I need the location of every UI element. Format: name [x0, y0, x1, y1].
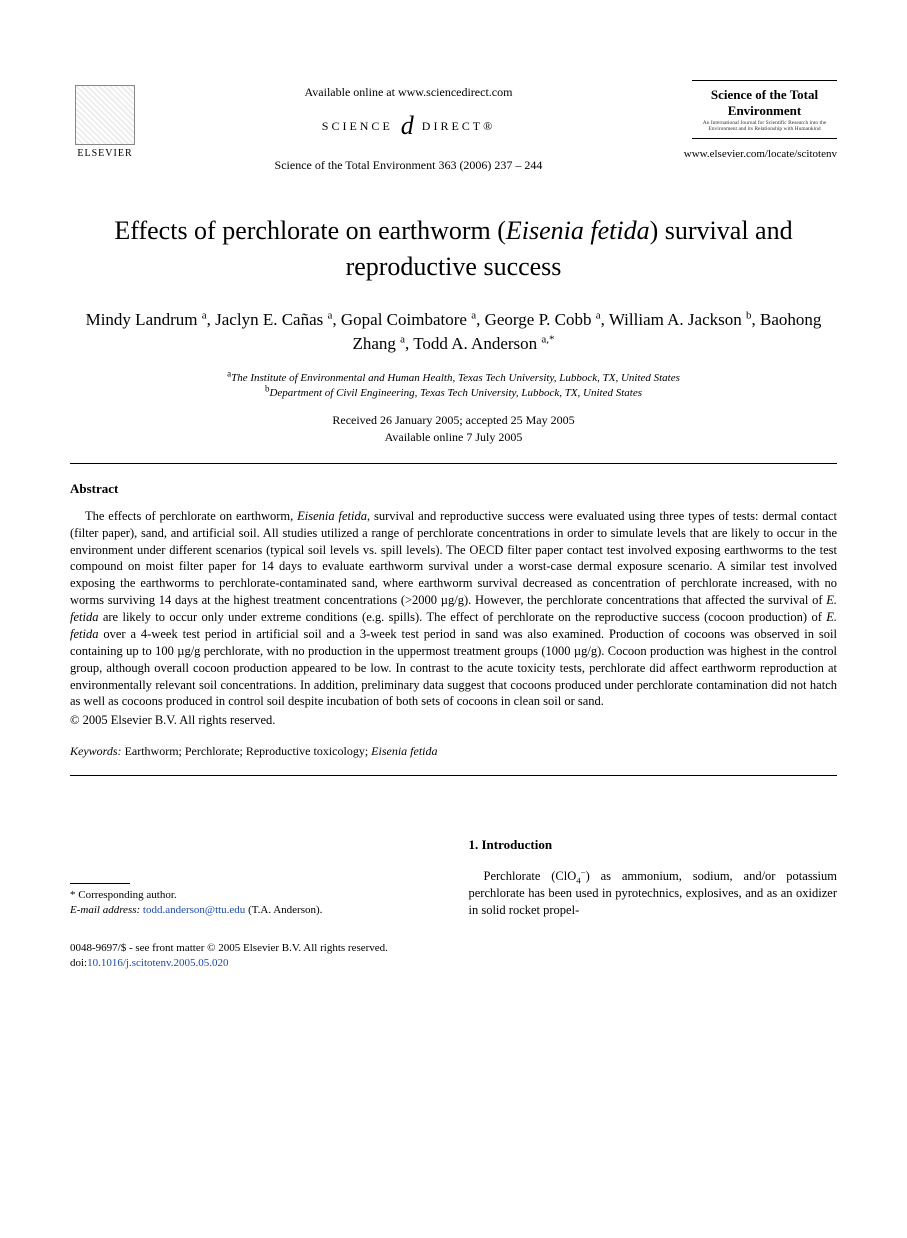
- email-link[interactable]: todd.anderson@ttu.edu: [143, 904, 245, 916]
- bottom-bar: 0048-9697/$ - see front matter © 2005 El…: [70, 941, 837, 972]
- email-label: E-mail address:: [70, 904, 140, 916]
- keywords-species: Eisenia fetida: [371, 744, 437, 758]
- elsevier-tree-icon: [75, 85, 135, 145]
- available-online-date: Available online 7 July 2005: [70, 429, 837, 446]
- keywords: Keywords: Earthworm; Perchlorate; Reprod…: [70, 743, 837, 759]
- sd-word-left: SCIENCE: [322, 118, 393, 134]
- corresponding-author-line: * Corresponding author.: [70, 888, 439, 903]
- elsevier-logo: ELSEVIER: [70, 80, 140, 160]
- journal-url[interactable]: www.elsevier.com/locate/scitotenv: [684, 147, 837, 162]
- journal-right-column: Science of the Total Environment An Inte…: [677, 80, 837, 162]
- citation-line: Science of the Total Environment 363 (20…: [140, 157, 677, 173]
- rule-below-keywords: [70, 775, 837, 776]
- left-column: * Corresponding author. E-mail address: …: [70, 836, 439, 918]
- journal-box-subtitle: An International Journal for Scientific …: [696, 120, 833, 132]
- keywords-list: Earthworm; Perchlorate; Reproductive tox…: [125, 744, 369, 758]
- affiliation-b: bDepartment of Civil Engineering, Texas …: [70, 386, 837, 401]
- keywords-label: Keywords:: [70, 744, 122, 758]
- abstract-body: The effects of perchlorate on earthworm,…: [70, 508, 837, 711]
- authors: Mindy Landrum a, Jaclyn E. Cañas a, Gopa…: [70, 308, 837, 357]
- sd-word-right: DIRECT®: [422, 118, 495, 134]
- journal-box-title: Science of the Total Environment: [696, 87, 833, 118]
- affiliation-b-text: Department of Civil Engineering, Texas T…: [269, 387, 642, 399]
- abstract-heading: Abstract: [70, 480, 837, 498]
- email-who: (T.A. Anderson).: [248, 904, 322, 916]
- introduction-heading: 1. Introduction: [469, 836, 838, 854]
- corresponding-author-footnote: * Corresponding author. E-mail address: …: [70, 888, 439, 919]
- title-species: Eisenia fetida: [506, 216, 650, 245]
- title-pre: Effects of perchlorate on earthworm (: [114, 216, 506, 245]
- journal-box: Science of the Total Environment An Inte…: [692, 80, 837, 139]
- rule-above-abstract: [70, 463, 837, 464]
- two-column-region: * Corresponding author. E-mail address: …: [70, 836, 837, 918]
- right-column: 1. Introduction Perchlorate (ClO4−) as a…: [469, 836, 838, 918]
- footnote-rule: [70, 883, 130, 884]
- publisher-name: ELSEVIER: [77, 147, 132, 161]
- front-matter-line: 0048-9697/$ - see front matter © 2005 El…: [70, 941, 837, 956]
- center-header: Available online at www.sciencedirect.co…: [140, 80, 677, 173]
- header-row: ELSEVIER Available online at www.science…: [70, 80, 837, 173]
- doi-link[interactable]: 10.1016/j.scitotenv.2005.05.020: [87, 957, 228, 969]
- sciencedirect-d-icon: d: [401, 108, 414, 143]
- affiliations: aThe Institute of Environmental and Huma…: [70, 371, 837, 402]
- email-line: E-mail address: todd.anderson@ttu.edu (T…: [70, 903, 439, 918]
- affiliation-a: aThe Institute of Environmental and Huma…: [70, 371, 837, 386]
- article-dates: Received 26 January 2005; accepted 25 Ma…: [70, 412, 837, 446]
- article-title: Effects of perchlorate on earthworm (Eis…: [80, 213, 827, 283]
- introduction-body: Perchlorate (ClO4−) as ammonium, sodium,…: [469, 868, 838, 919]
- doi-line: doi:10.1016/j.scitotenv.2005.05.020: [70, 956, 837, 971]
- received-accepted-line: Received 26 January 2005; accepted 25 Ma…: [70, 412, 837, 429]
- sciencedirect-logo: SCIENCE d DIRECT®: [140, 108, 677, 143]
- doi-label: doi:: [70, 957, 87, 969]
- available-online-line: Available online at www.sciencedirect.co…: [140, 84, 677, 100]
- affiliation-a-text: The Institute of Environmental and Human…: [231, 372, 680, 384]
- abstract-copyright: © 2005 Elsevier B.V. All rights reserved…: [70, 712, 837, 729]
